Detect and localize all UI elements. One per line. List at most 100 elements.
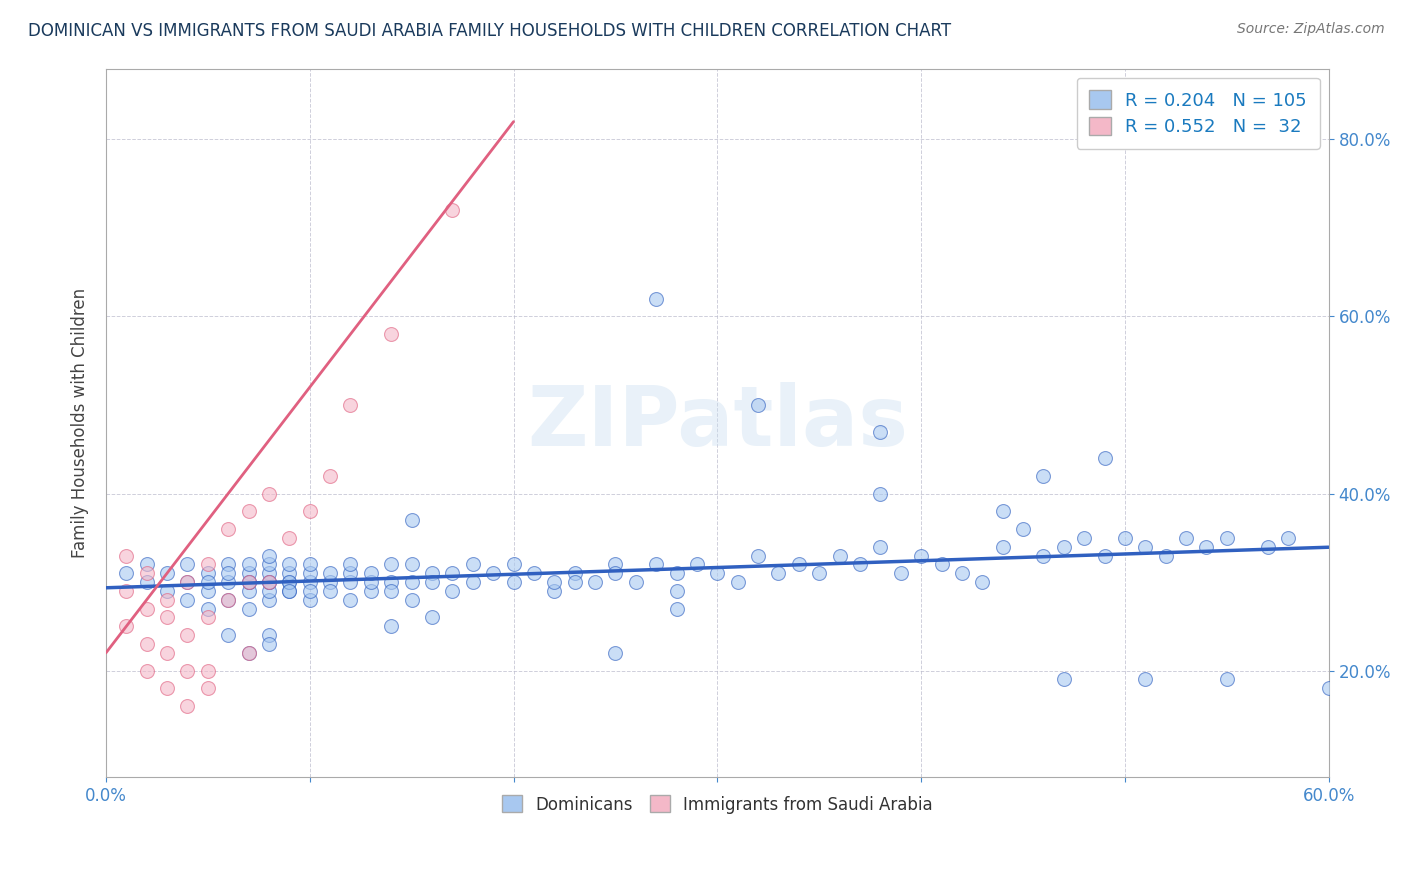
Point — [176, 664, 198, 678]
Point — [360, 566, 382, 581]
Point — [1114, 531, 1136, 545]
Point — [176, 575, 198, 590]
Point — [502, 558, 524, 572]
Point — [257, 575, 280, 590]
Point — [1175, 531, 1198, 545]
Point — [176, 558, 198, 572]
Point — [278, 575, 301, 590]
Point — [360, 575, 382, 590]
Point — [665, 583, 688, 598]
Point — [238, 646, 260, 660]
Point — [115, 583, 138, 598]
Point — [665, 566, 688, 581]
Point — [401, 592, 423, 607]
Point — [238, 646, 260, 660]
Point — [869, 425, 891, 439]
Point — [298, 583, 321, 598]
Point — [828, 549, 851, 563]
Text: Source: ZipAtlas.com: Source: ZipAtlas.com — [1237, 22, 1385, 37]
Point — [238, 566, 260, 581]
Point — [217, 592, 239, 607]
Point — [1135, 673, 1157, 687]
Point — [420, 575, 443, 590]
Point — [278, 583, 301, 598]
Point — [298, 575, 321, 590]
Point — [238, 575, 260, 590]
Point — [564, 575, 586, 590]
Point — [991, 504, 1014, 518]
Point — [319, 583, 342, 598]
Point — [257, 637, 280, 651]
Point — [257, 583, 280, 598]
Point — [217, 628, 239, 642]
Point — [605, 566, 627, 581]
Point — [257, 592, 280, 607]
Point — [135, 558, 157, 572]
Point — [197, 610, 219, 624]
Point — [238, 575, 260, 590]
Point — [1216, 531, 1239, 545]
Text: ZIPatlas: ZIPatlas — [527, 382, 908, 463]
Point — [1032, 549, 1054, 563]
Point — [401, 513, 423, 527]
Point — [135, 566, 157, 581]
Point — [217, 575, 239, 590]
Point — [420, 566, 443, 581]
Point — [645, 292, 668, 306]
Point — [890, 566, 912, 581]
Point — [278, 531, 301, 545]
Point — [115, 619, 138, 633]
Point — [482, 566, 505, 581]
Point — [910, 549, 932, 563]
Point — [1195, 540, 1218, 554]
Point — [257, 558, 280, 572]
Y-axis label: Family Households with Children: Family Households with Children — [72, 287, 89, 558]
Point — [156, 610, 179, 624]
Point — [278, 583, 301, 598]
Point — [380, 558, 402, 572]
Point — [135, 575, 157, 590]
Point — [624, 575, 647, 590]
Point — [401, 558, 423, 572]
Point — [278, 566, 301, 581]
Point — [339, 566, 361, 581]
Point — [197, 575, 219, 590]
Point — [339, 592, 361, 607]
Point — [665, 601, 688, 615]
Point — [991, 540, 1014, 554]
Point — [156, 566, 179, 581]
Point — [1135, 540, 1157, 554]
Point — [401, 575, 423, 590]
Point — [360, 583, 382, 598]
Point — [156, 592, 179, 607]
Point — [441, 203, 464, 218]
Point — [238, 601, 260, 615]
Legend: Dominicans, Immigrants from Saudi Arabia: Dominicans, Immigrants from Saudi Arabia — [491, 784, 945, 825]
Point — [238, 504, 260, 518]
Point — [339, 558, 361, 572]
Point — [706, 566, 728, 581]
Point — [543, 575, 565, 590]
Point — [238, 583, 260, 598]
Point — [197, 664, 219, 678]
Point — [686, 558, 709, 572]
Point — [768, 566, 790, 581]
Point — [380, 327, 402, 342]
Point — [1053, 540, 1076, 554]
Point — [115, 549, 138, 563]
Point — [1053, 673, 1076, 687]
Point — [217, 522, 239, 536]
Point — [502, 575, 524, 590]
Point — [461, 558, 484, 572]
Point — [156, 583, 179, 598]
Point — [972, 575, 994, 590]
Point — [197, 601, 219, 615]
Point — [1012, 522, 1035, 536]
Point — [176, 575, 198, 590]
Point — [156, 681, 179, 696]
Point — [931, 558, 953, 572]
Point — [1073, 531, 1095, 545]
Point — [238, 558, 260, 572]
Point — [1277, 531, 1299, 545]
Point — [380, 575, 402, 590]
